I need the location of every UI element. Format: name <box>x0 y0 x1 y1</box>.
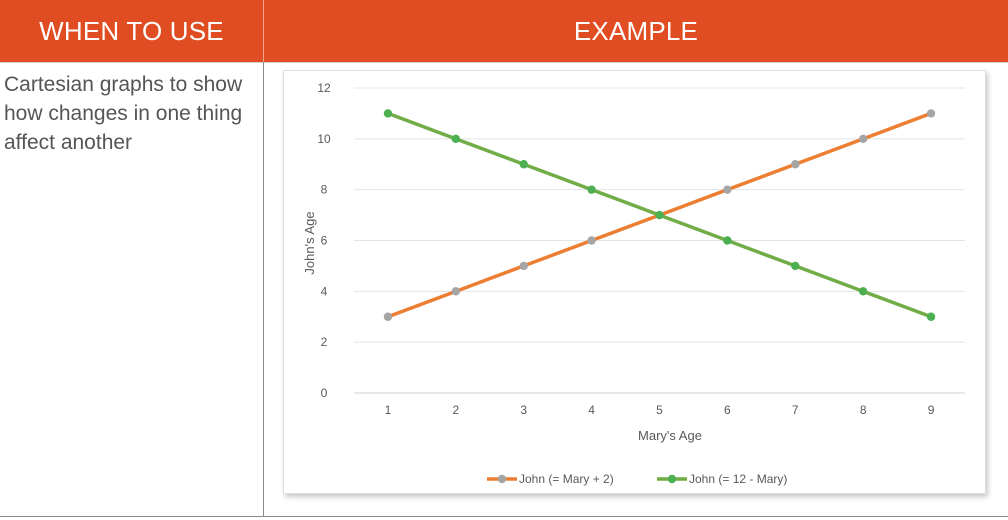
y-tick-label: 6 <box>321 234 328 248</box>
y-tick-label: 4 <box>321 284 328 298</box>
x-tick-label: 5 <box>656 403 663 417</box>
x-tick-label: 3 <box>520 403 527 417</box>
y-tick-label: 8 <box>321 183 328 197</box>
chart-legend: John (= Mary + 2) John (= 12 - Mary) <box>487 472 787 486</box>
series-2-point <box>858 287 868 296</box>
y-tick-label: 10 <box>317 132 331 146</box>
series-2-point <box>587 185 596 194</box>
x-tick-label: 9 <box>928 403 935 417</box>
x-tick-label: 8 <box>860 403 867 417</box>
series-1-point <box>519 261 528 271</box>
when-to-use-text: Cartesian graphs to show how changes in … <box>4 73 243 154</box>
series-1-point <box>926 109 936 118</box>
series-2-point <box>383 109 393 118</box>
y-axis-label: John's Age <box>302 211 317 274</box>
column-divider <box>263 62 264 516</box>
series-2-point <box>723 236 732 245</box>
table-header-row: WHEN TO USE EXAMPLE <box>0 0 1008 62</box>
y-tick-label: 12 <box>317 81 331 95</box>
x-tick-label: 6 <box>724 403 731 417</box>
series-markers <box>383 109 936 321</box>
series-1-point <box>383 312 393 321</box>
x-tick-labels: 1 2 3 4 5 6 7 8 9 <box>385 403 935 417</box>
series-1-point <box>723 185 732 194</box>
y-tick-label: 2 <box>321 335 328 349</box>
series-2-point <box>791 261 800 271</box>
series-1-point <box>451 287 461 296</box>
legend-entry: John (= 12 - Mary) <box>689 472 787 486</box>
x-tick-label: 4 <box>588 403 595 417</box>
series-2-point <box>519 160 528 169</box>
series-2-point <box>926 312 936 321</box>
series-1-point <box>587 236 596 245</box>
x-tick-label: 7 <box>792 403 799 417</box>
x-axis-label: Mary's Age <box>638 428 702 443</box>
series-1-point <box>858 134 868 144</box>
y-tick-labels: 0 2 4 6 8 10 12 <box>317 81 331 400</box>
series-2-point <box>655 210 664 220</box>
legend-swatch-marker <box>667 474 677 484</box>
series-2-point <box>451 134 461 144</box>
series-1-point <box>791 160 800 169</box>
x-tick-label: 1 <box>385 403 392 417</box>
legend-swatch-marker <box>497 474 507 484</box>
row-divider <box>0 62 1008 63</box>
header-divider <box>263 0 264 62</box>
header-when-to-use: WHEN TO USE <box>39 15 224 46</box>
x-tick-label: 2 <box>452 403 459 417</box>
y-tick-label: 0 <box>321 386 328 400</box>
legend-entry: John (= Mary + 2) <box>519 472 614 486</box>
header-example: EXAMPLE <box>573 15 699 46</box>
